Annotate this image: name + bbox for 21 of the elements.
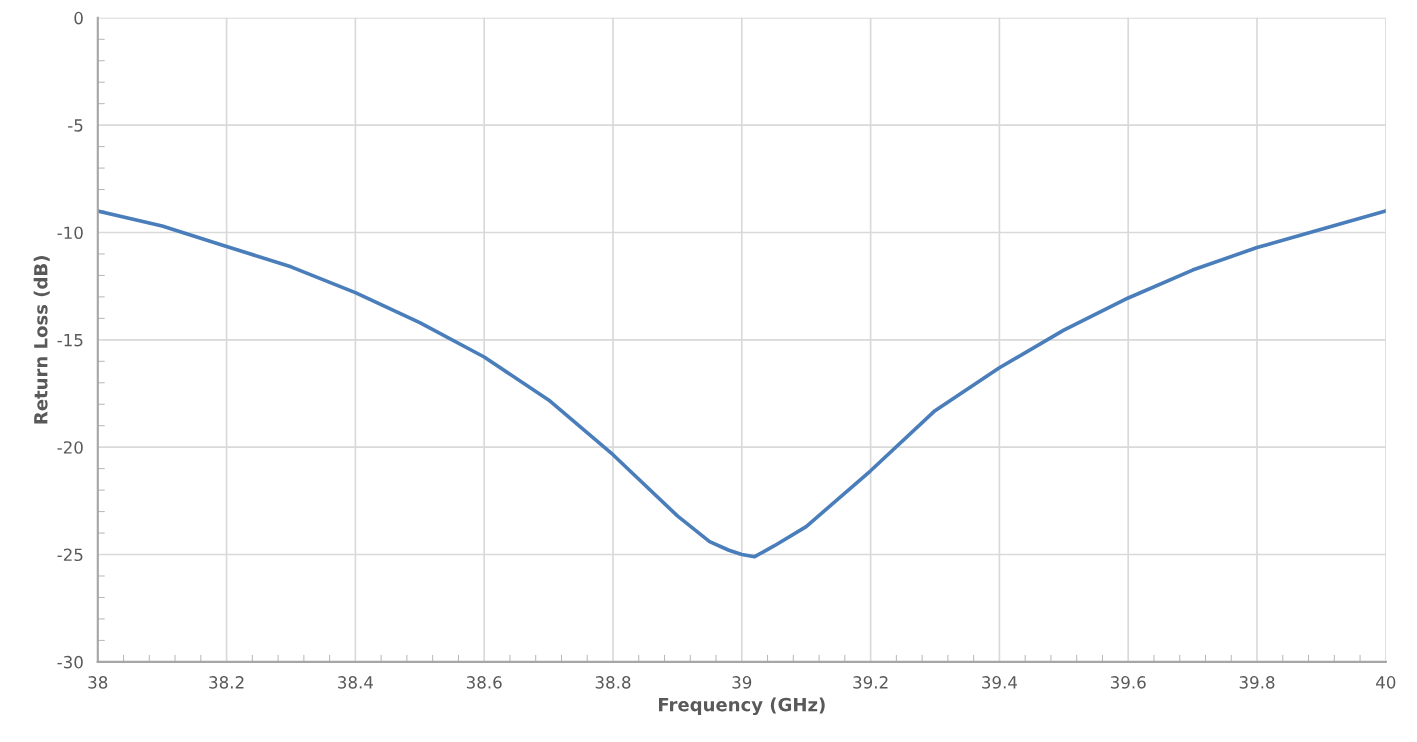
x-tick-label: 39.2 [853,676,888,689]
y-tick-label: 0 [74,11,83,25]
x-tick-label: 38.6 [466,676,502,689]
y-axis-title: Return Loss (dB) [33,256,50,424]
x-tick-label: 39.4 [982,676,1018,689]
y-tick-label: -25 [57,548,83,562]
y-tick-label: -10 [57,226,83,240]
y-tick-label: -5 [68,119,83,132]
x-tick-label: 38.8 [595,676,631,689]
x-tick-label: 39.8 [1239,676,1275,689]
x-tick-label: 38.2 [209,676,244,689]
x-tick-label: 40 [1376,676,1396,689]
y-tick-label: -30 [57,655,83,669]
y-tick-label: -15 [57,334,83,347]
x-tick-label: 39 [732,676,752,689]
line-series [97,209,1386,559]
x-tick-label: 39.6 [1110,676,1146,689]
x-tick-label: 38 [88,676,108,689]
y-tick-label: -20 [57,441,83,454]
x-tick-label: 38.4 [338,676,373,689]
x-axis-title: Frequency (GHz) [659,697,825,716]
